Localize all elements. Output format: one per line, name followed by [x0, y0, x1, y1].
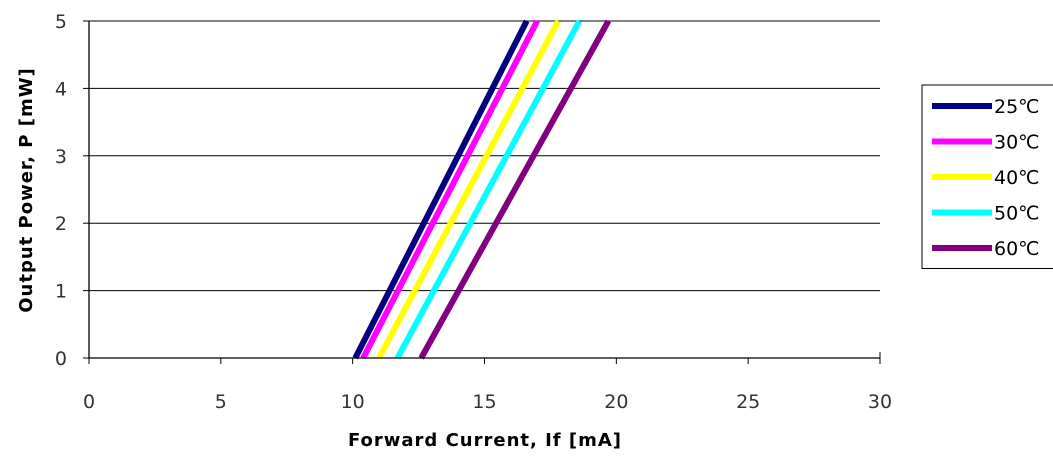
series-line-1 [360, 19, 540, 360]
y-tick-label-1: 1 [55, 281, 67, 303]
series-line-4 [418, 19, 612, 360]
x-tick-label-0: 0 [83, 391, 95, 413]
series-line-0 [352, 19, 530, 360]
series-line-2 [376, 19, 561, 360]
legend: 25℃ 30℃ 40℃ 50℃ 60℃ [921, 84, 1053, 269]
x-tick-label-1: 5 [215, 391, 227, 413]
series-line-3 [394, 19, 583, 360]
y-axis-title: Output Power, P [mW] [16, 67, 37, 313]
y-tick-label-0: 0 [55, 348, 67, 370]
y-tick-label-5: 5 [55, 11, 67, 33]
y-tick-label-4: 4 [55, 78, 67, 100]
x-tick-label-2: 10 [341, 391, 365, 413]
x-tick-label-4: 20 [604, 391, 628, 413]
legend-label-3: 50℃ [994, 203, 1040, 225]
x-axis-title: Forward Current, If [mA] [348, 430, 622, 451]
x-tick-label-3: 15 [472, 391, 496, 413]
x-tick-labels: 0 5 10 15 20 25 30 [83, 391, 892, 413]
axes [83, 20, 881, 364]
legend-label-2: 40℃ [994, 167, 1040, 189]
legend-label-0: 25℃ [994, 96, 1040, 118]
legend-label-1: 30℃ [994, 132, 1040, 154]
y-tick-label-2: 2 [55, 213, 67, 235]
x-tick-label-5: 25 [736, 391, 760, 413]
y-tick-label-3: 3 [55, 146, 67, 168]
y-tick-labels: 0 1 2 3 4 5 [55, 11, 67, 370]
x-tick-label-6: 30 [868, 391, 892, 413]
legend-label-4: 60℃ [994, 238, 1040, 260]
series-layer [352, 19, 612, 360]
